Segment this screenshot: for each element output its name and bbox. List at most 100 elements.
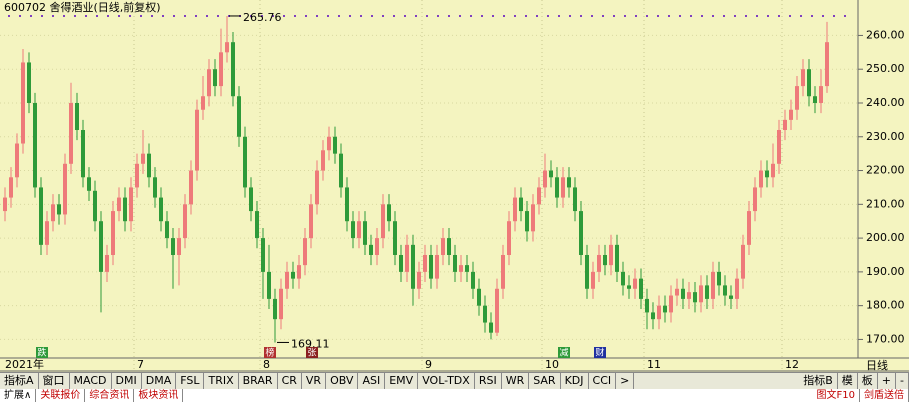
candle-body	[729, 295, 733, 299]
tab[interactable]: SAR	[529, 373, 561, 389]
candle-body	[627, 285, 631, 289]
candle-body	[663, 305, 667, 313]
candle-body	[711, 271, 715, 299]
marker-dot	[305, 15, 307, 17]
x-tick-label: 8	[263, 358, 270, 371]
tab[interactable]: RSI	[475, 373, 502, 389]
candle-body	[201, 96, 205, 110]
marker-dot	[668, 15, 670, 17]
candle-body	[471, 271, 475, 289]
tab[interactable]: DMA	[142, 373, 177, 389]
tab[interactable]: 综合资讯	[85, 389, 135, 402]
candle-body	[609, 244, 613, 266]
candle-body	[669, 295, 673, 313]
tab[interactable]: 模	[838, 373, 858, 389]
marker-dot	[140, 15, 142, 17]
marker-dot	[470, 15, 472, 17]
spacer	[634, 373, 799, 389]
tab[interactable]: 板块资讯	[134, 389, 184, 402]
candle-body	[213, 69, 217, 87]
marker-dot	[206, 15, 208, 17]
marker-dot	[723, 15, 725, 17]
candle-body	[237, 96, 241, 137]
tab[interactable]: >	[616, 373, 635, 389]
event-label: 张	[307, 348, 316, 359]
tab[interactable]: CCI	[589, 373, 617, 389]
tab[interactable]: FSL	[176, 373, 205, 389]
candle-body	[399, 254, 403, 272]
candle-body	[753, 187, 757, 212]
y-tick-label: 260.00	[866, 28, 905, 41]
candle-body	[243, 136, 247, 188]
candle-body	[309, 204, 313, 239]
tab[interactable]: 指标A	[0, 373, 39, 389]
marker-dot	[547, 15, 549, 17]
candle-body	[51, 204, 55, 222]
background	[0, 0, 909, 372]
tab[interactable]: 窗口	[39, 373, 70, 389]
tab[interactable]: KDJ	[561, 373, 589, 389]
marker-dot	[74, 15, 76, 17]
candle-body	[465, 265, 469, 272]
candle-body	[393, 221, 397, 255]
marker-dot	[558, 15, 560, 17]
event-badge	[306, 347, 318, 358]
tab[interactable]: OBV	[326, 373, 359, 389]
candle-body	[63, 163, 67, 215]
tab[interactable]: 指标B	[799, 373, 838, 389]
candle-body	[225, 42, 229, 53]
candle-body	[759, 170, 763, 188]
candle-body	[87, 177, 91, 191]
candle-body	[783, 119, 787, 131]
candle-body	[381, 204, 385, 239]
marker-dot	[734, 15, 736, 17]
tab[interactable]: 图文F10	[813, 389, 860, 402]
candle-body	[117, 197, 121, 212]
tab[interactable]: BRAR	[239, 373, 278, 389]
tab[interactable]: MACD	[70, 373, 112, 389]
candle-body	[459, 265, 463, 272]
y-tick-label: 250.00	[866, 62, 905, 75]
tab[interactable]: ASI	[358, 373, 386, 389]
tab[interactable]: CR	[278, 373, 302, 389]
candle-body	[549, 170, 553, 178]
candle-body	[525, 211, 529, 232]
tab[interactable]: EMV	[385, 373, 419, 389]
candle-body	[567, 177, 571, 188]
y-tick-label: 240.00	[866, 96, 905, 109]
candle-body	[615, 244, 619, 272]
marker-dot	[756, 15, 758, 17]
tab[interactable]: WR	[502, 373, 530, 389]
marker-dot	[778, 15, 780, 17]
tab[interactable]: 扩展∧	[0, 389, 37, 402]
candle-body	[81, 130, 85, 178]
marker-dot	[129, 15, 131, 17]
candle-body	[531, 204, 535, 232]
marker-dot	[272, 15, 274, 17]
marker-dot	[745, 15, 747, 17]
tab[interactable]: 板	[858, 373, 878, 389]
candle-body	[555, 177, 559, 198]
candle-body	[441, 238, 445, 255]
marker-dot	[316, 15, 318, 17]
tab[interactable]: 剑盾送倍	[860, 389, 909, 402]
candle-body	[261, 238, 265, 272]
marker-dot	[404, 15, 406, 17]
candle-body	[513, 197, 517, 222]
candle-body	[621, 271, 625, 286]
event-label: 财	[595, 347, 604, 359]
tab[interactable]: +	[878, 373, 897, 389]
event-badge	[558, 347, 570, 358]
candle-body	[297, 265, 301, 279]
candle-body	[147, 153, 151, 178]
x-tick-label: 11	[647, 358, 661, 371]
tab[interactable]: DMI	[112, 373, 142, 389]
tab[interactable]: -	[896, 373, 909, 389]
candle-body	[537, 187, 541, 205]
marker-dot	[690, 15, 692, 17]
tab[interactable]: 关联报价	[36, 389, 86, 402]
tab[interactable]: TRIX	[204, 373, 239, 389]
tab[interactable]: VOL-TDX	[418, 373, 475, 389]
marker-dot	[151, 15, 153, 17]
tab[interactable]: VR	[302, 373, 327, 389]
